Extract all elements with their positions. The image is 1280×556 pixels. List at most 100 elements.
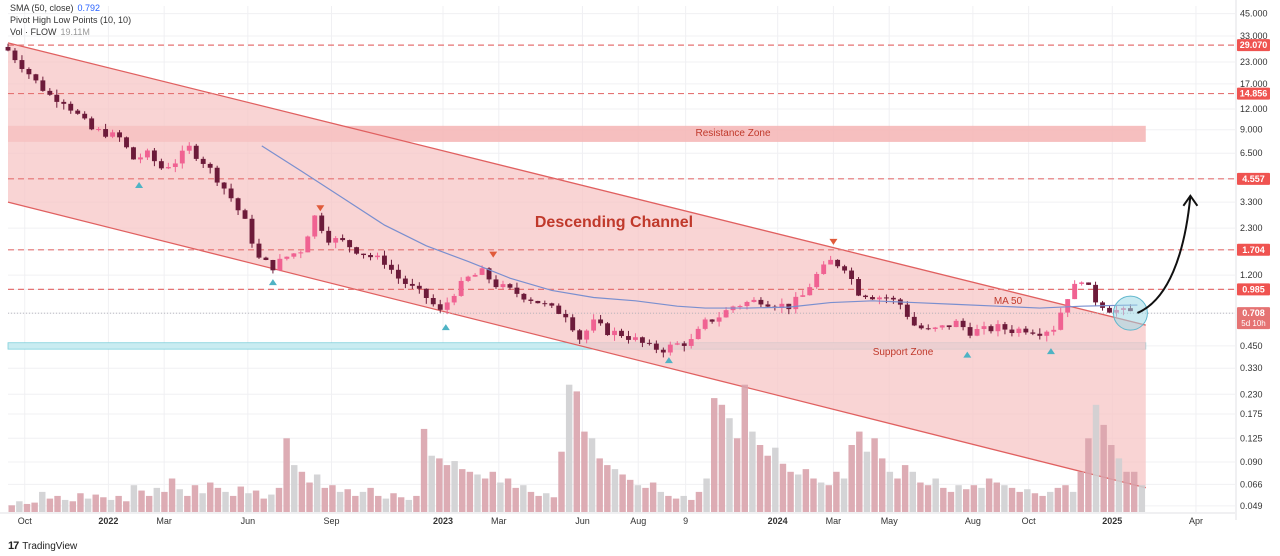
breakout-circle (1112, 295, 1148, 331)
time-tick-label: May (881, 516, 899, 526)
candle-body (863, 295, 868, 298)
time-tick-label: Apr (1189, 516, 1203, 526)
volume-bar (1130, 471, 1138, 512)
candle-body (235, 198, 241, 211)
candle-body (1058, 312, 1064, 330)
tradingview-logo[interactable]: 17 TradingView (8, 540, 77, 552)
volume-bar (268, 494, 275, 512)
candle-body (40, 80, 46, 91)
candle-body (1037, 333, 1043, 336)
volume-bar (84, 498, 92, 512)
volume-bar (191, 485, 199, 512)
candle-body (681, 343, 687, 346)
volume-bar (947, 491, 955, 512)
volume-bar (741, 384, 748, 512)
volume-bar (329, 485, 336, 512)
candle-body (1009, 329, 1015, 334)
volume-bar (1016, 491, 1023, 512)
candle-body (549, 303, 555, 306)
volume-bar (718, 404, 726, 512)
candle-body (626, 336, 631, 340)
candle-body (779, 303, 785, 309)
volume-bar (779, 463, 787, 512)
price-tag-label: 29.070 (1240, 40, 1268, 50)
candle-body (758, 299, 764, 305)
price-tick-label: 6.500 (1240, 148, 1263, 158)
price-tick-label: 0.090 (1240, 457, 1263, 467)
candle-body (932, 327, 938, 330)
candle-body (1030, 332, 1036, 334)
candle-body (19, 60, 25, 69)
volume-bar (726, 418, 733, 512)
time-tick-label: 9 (683, 516, 688, 526)
volume-bar (405, 499, 413, 512)
candle-body (835, 259, 841, 267)
candle-body (340, 238, 346, 241)
candle-body (388, 264, 394, 270)
price-tag (1237, 87, 1270, 100)
legend-volume[interactable]: Vol · FLOW 19.11M (10, 26, 131, 38)
legend-sma[interactable]: SMA (50, close) 0.792 (10, 2, 131, 14)
tradingview-logo-icon: 17 (8, 540, 19, 552)
volume-bar (688, 499, 695, 512)
volume-bar (634, 485, 642, 512)
price-tick-label: 0.125 (1240, 433, 1263, 443)
volume-bar (481, 478, 489, 512)
volume-bar (985, 478, 993, 512)
candle-body (68, 103, 74, 111)
candle-body (165, 166, 171, 169)
candle-body (535, 300, 541, 304)
candle-body (465, 276, 471, 281)
candle-body (444, 302, 450, 310)
candle-body (416, 285, 422, 289)
volume-bars (8, 384, 1146, 512)
legend-pivot[interactable]: Pivot High Low Points (10, 10) (10, 14, 131, 26)
candle-body (228, 188, 234, 199)
volume-bar (1108, 445, 1115, 512)
countdown-label: 5d 10h (1241, 319, 1265, 328)
volume-bar (535, 495, 542, 512)
candle-body (765, 304, 771, 307)
candle-body (172, 163, 178, 167)
candle-body (110, 132, 116, 137)
volume-bar (352, 495, 359, 512)
volume-bar (8, 505, 15, 512)
candle-body (33, 74, 39, 81)
volume-bar (1085, 438, 1092, 512)
volume-bar (1123, 471, 1130, 512)
volume-bar (237, 486, 245, 512)
volume-bar (413, 495, 420, 512)
candle-body (437, 304, 443, 310)
volume-bar (733, 438, 741, 512)
pivot-high-marker (316, 205, 325, 212)
candle-body (144, 150, 150, 158)
volume-bar (344, 489, 351, 512)
candle-body (667, 344, 673, 353)
volume-bar (31, 502, 38, 512)
volume-bar (840, 478, 848, 512)
pivot-low-marker (268, 279, 277, 286)
candle-body (646, 342, 652, 344)
candle-body (54, 94, 60, 102)
volume-bar (61, 499, 69, 512)
candle-body (570, 317, 576, 331)
volume-bar (252, 490, 260, 512)
price-tick-label: 0.175 (1240, 409, 1263, 419)
volume-bar (764, 455, 771, 512)
volume-bar (77, 493, 84, 512)
volume-bar (596, 458, 603, 512)
candle-body (26, 68, 32, 75)
time-tick-label: Oct (1022, 516, 1037, 526)
volume-bar (123, 501, 130, 512)
volume-bar (138, 490, 145, 512)
volume-bar (1077, 471, 1084, 512)
volume-bar (1031, 493, 1039, 512)
price-tag-label: 14.856 (1240, 89, 1268, 99)
candle-body (974, 329, 980, 336)
candle-body (953, 320, 959, 328)
projection-arrow-line (1137, 195, 1192, 314)
sma-line (261, 145, 1138, 309)
volume-bar (1092, 404, 1100, 512)
volume-bar (153, 487, 161, 512)
